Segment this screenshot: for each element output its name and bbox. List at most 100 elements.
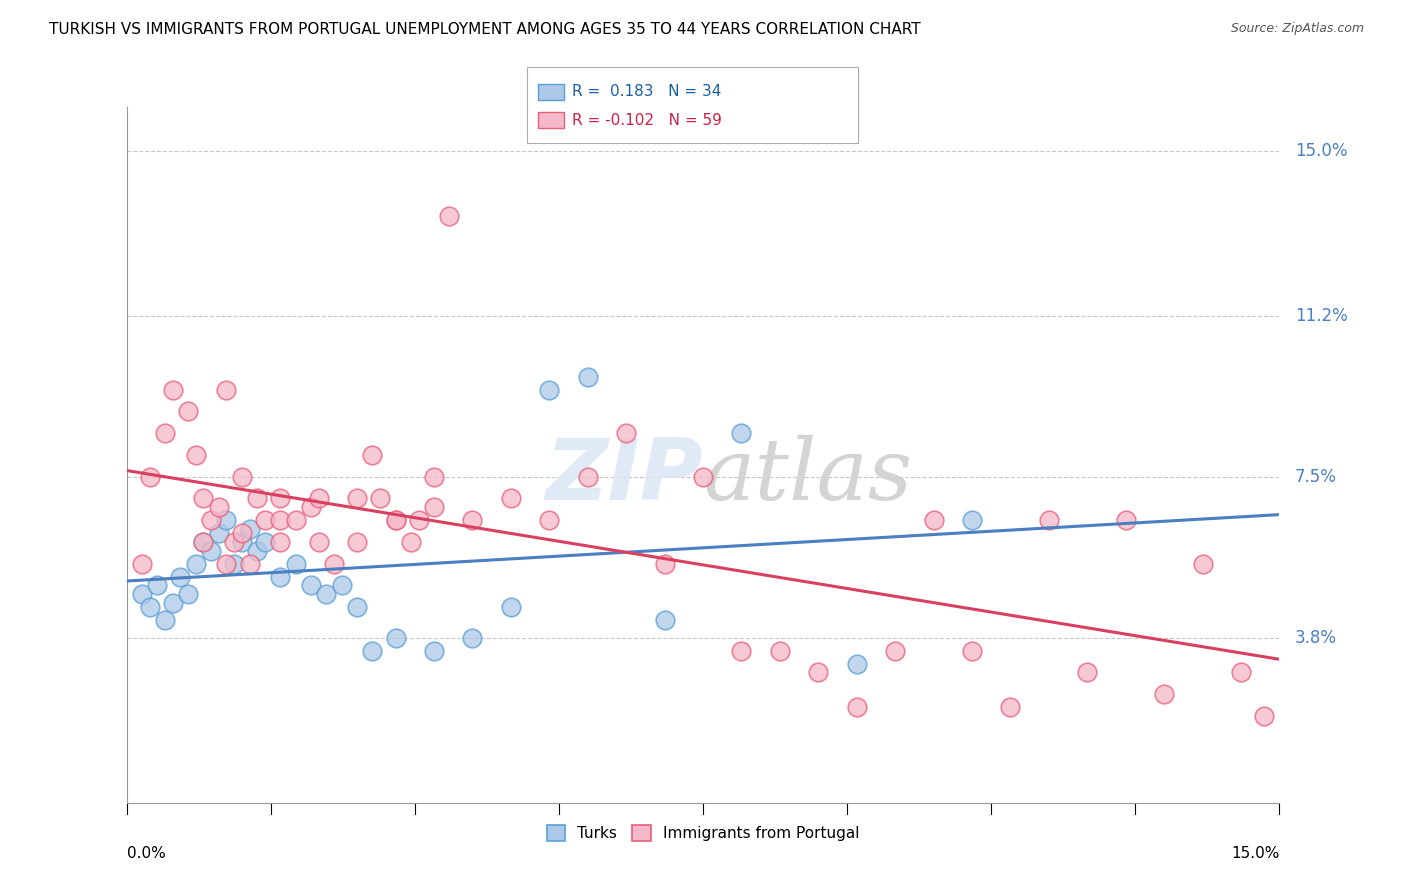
Point bbox=[184, 448, 207, 462]
Point bbox=[169, 570, 191, 584]
Point bbox=[131, 587, 153, 601]
Point bbox=[200, 513, 222, 527]
Point bbox=[384, 513, 406, 527]
Text: atlas: atlas bbox=[703, 435, 912, 518]
Point bbox=[361, 448, 384, 462]
Text: Source: ZipAtlas.com: Source: ZipAtlas.com bbox=[1230, 22, 1364, 36]
Point bbox=[614, 426, 637, 441]
Point bbox=[461, 631, 484, 645]
Point bbox=[200, 543, 222, 558]
Point bbox=[730, 643, 752, 657]
Point bbox=[138, 469, 160, 483]
Point bbox=[654, 557, 676, 571]
Point bbox=[215, 513, 238, 527]
Point bbox=[499, 600, 522, 615]
Text: R =  0.183   N = 34: R = 0.183 N = 34 bbox=[572, 85, 721, 99]
Point bbox=[1230, 665, 1253, 680]
Text: TURKISH VS IMMIGRANTS FROM PORTUGAL UNEMPLOYMENT AMONG AGES 35 TO 44 YEARS CORRE: TURKISH VS IMMIGRANTS FROM PORTUGAL UNEM… bbox=[49, 22, 921, 37]
Text: R = -0.102   N = 59: R = -0.102 N = 59 bbox=[572, 113, 723, 128]
Point bbox=[253, 534, 276, 549]
Point bbox=[284, 513, 307, 527]
Point bbox=[439, 209, 461, 223]
Point bbox=[269, 513, 291, 527]
Point bbox=[346, 600, 368, 615]
Text: 11.2%: 11.2% bbox=[1295, 307, 1347, 325]
Point bbox=[845, 700, 868, 714]
Point bbox=[269, 491, 291, 506]
Point bbox=[423, 643, 446, 657]
Point bbox=[346, 534, 368, 549]
Point bbox=[884, 643, 907, 657]
Point bbox=[538, 513, 561, 527]
Text: 15.0%: 15.0% bbox=[1295, 142, 1347, 160]
Point bbox=[538, 383, 561, 397]
Point bbox=[269, 534, 291, 549]
Point bbox=[238, 557, 260, 571]
Point bbox=[315, 587, 337, 601]
Point bbox=[131, 557, 153, 571]
Point bbox=[238, 522, 260, 536]
Point bbox=[146, 578, 169, 592]
Point bbox=[208, 526, 231, 541]
Point bbox=[231, 469, 253, 483]
Point bbox=[215, 383, 238, 397]
Point bbox=[730, 426, 752, 441]
Point bbox=[1253, 708, 1275, 723]
Point bbox=[215, 557, 238, 571]
Point bbox=[162, 596, 184, 610]
Point bbox=[1191, 557, 1213, 571]
Point bbox=[960, 513, 983, 527]
Point bbox=[284, 557, 307, 571]
Point bbox=[692, 469, 714, 483]
Point bbox=[960, 643, 983, 657]
Point bbox=[323, 557, 346, 571]
Point bbox=[1153, 687, 1175, 701]
Point bbox=[246, 491, 269, 506]
Point bbox=[576, 369, 599, 384]
Point bbox=[368, 491, 391, 506]
Point bbox=[231, 534, 253, 549]
Point bbox=[1038, 513, 1060, 527]
Point bbox=[423, 469, 446, 483]
Point bbox=[384, 631, 406, 645]
Point bbox=[231, 526, 253, 541]
Point bbox=[299, 500, 322, 514]
Point bbox=[576, 469, 599, 483]
Point bbox=[384, 513, 406, 527]
Point bbox=[769, 643, 792, 657]
Point bbox=[269, 570, 291, 584]
Text: 7.5%: 7.5% bbox=[1295, 467, 1337, 485]
Point bbox=[308, 534, 330, 549]
Text: ZIP: ZIP bbox=[546, 435, 703, 518]
Point bbox=[253, 513, 276, 527]
Point bbox=[224, 534, 246, 549]
Point bbox=[922, 513, 945, 527]
Point bbox=[193, 534, 215, 549]
Point bbox=[1115, 513, 1137, 527]
Text: 0.0%: 0.0% bbox=[127, 847, 166, 862]
Point bbox=[177, 587, 200, 601]
Point bbox=[224, 557, 246, 571]
Point bbox=[408, 513, 430, 527]
Point bbox=[1000, 700, 1022, 714]
Point bbox=[308, 491, 330, 506]
Point bbox=[499, 491, 522, 506]
Point bbox=[361, 643, 384, 657]
Point bbox=[193, 491, 215, 506]
Point bbox=[1076, 665, 1098, 680]
Point bbox=[845, 657, 868, 671]
Point bbox=[138, 600, 160, 615]
Legend: Turks, Immigrants from Portugal: Turks, Immigrants from Portugal bbox=[540, 819, 866, 847]
Point bbox=[177, 404, 200, 418]
Point bbox=[654, 613, 676, 627]
Point bbox=[162, 383, 184, 397]
Point bbox=[807, 665, 830, 680]
Point bbox=[193, 534, 215, 549]
Point bbox=[299, 578, 322, 592]
Point bbox=[399, 534, 422, 549]
Point bbox=[461, 513, 484, 527]
Text: 3.8%: 3.8% bbox=[1295, 629, 1337, 647]
Point bbox=[184, 557, 207, 571]
Point bbox=[246, 543, 269, 558]
Point bbox=[330, 578, 353, 592]
